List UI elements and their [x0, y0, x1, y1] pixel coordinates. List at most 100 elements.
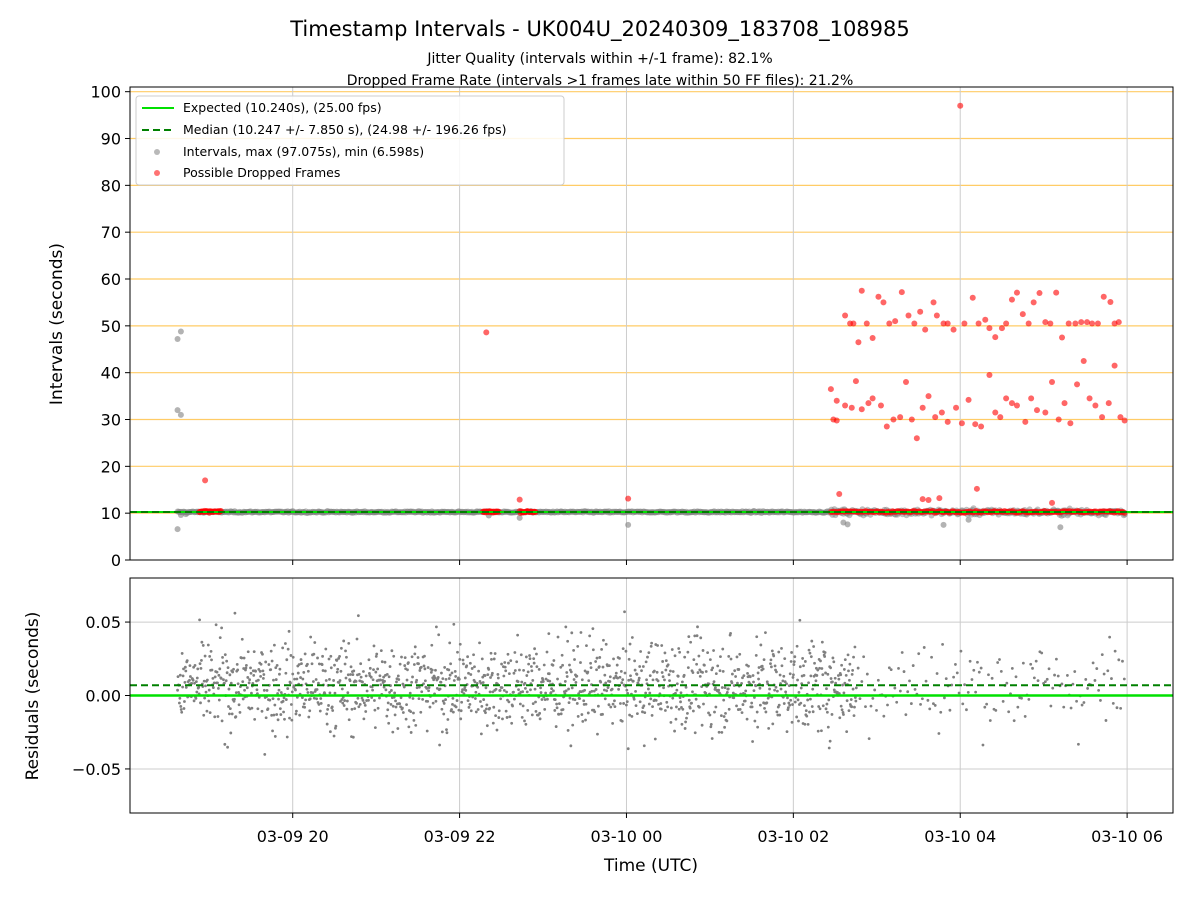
interval-point	[625, 521, 632, 528]
residual-point	[345, 707, 349, 711]
residual-point	[656, 679, 660, 683]
residual-point	[807, 681, 810, 685]
residual-point	[497, 716, 501, 719]
residual-point	[361, 698, 365, 702]
residual-point	[688, 706, 692, 710]
residual-point	[627, 657, 631, 661]
residual-point	[244, 666, 248, 670]
residual-point	[812, 645, 816, 648]
residual-point	[777, 650, 781, 654]
residual-point	[452, 679, 456, 682]
interval-point	[174, 526, 181, 533]
residual-point	[530, 713, 534, 717]
residual-point	[842, 668, 846, 671]
dropped-frame-point	[1022, 418, 1029, 425]
residual-point	[509, 659, 513, 663]
residual-point	[325, 712, 329, 716]
residual-point	[786, 706, 790, 710]
interval-point	[516, 514, 523, 521]
residual-point	[685, 716, 688, 720]
residual-point	[722, 715, 726, 718]
residual-point	[533, 687, 537, 691]
residual-point	[205, 678, 209, 682]
residual-point	[634, 690, 637, 693]
residual-point	[210, 668, 214, 672]
residual-point	[385, 714, 389, 718]
residual-point	[357, 672, 361, 676]
residual-point	[465, 664, 469, 668]
residual-point	[725, 690, 729, 694]
residuals-y-tick-label: −0.05	[72, 760, 121, 779]
residual-point	[642, 704, 646, 708]
residual-point	[416, 656, 420, 659]
residual-point	[282, 710, 285, 714]
residual-point	[724, 711, 727, 715]
residual-point	[191, 678, 195, 682]
residual-point	[1012, 719, 1016, 723]
residual-point	[1108, 635, 1112, 639]
residual-point	[497, 709, 501, 713]
residual-point	[371, 678, 375, 682]
residual-point	[324, 647, 328, 651]
residual-point	[837, 674, 840, 677]
residual-point	[443, 666, 447, 669]
residual-point	[798, 665, 802, 669]
residual-point	[752, 680, 755, 684]
residual-point	[434, 625, 438, 629]
residual-point	[712, 680, 716, 684]
residual-point	[771, 722, 775, 726]
residual-point	[1014, 675, 1018, 679]
residual-point	[222, 678, 225, 682]
residual-point	[730, 681, 734, 685]
residual-point	[582, 699, 586, 703]
residual-point	[403, 664, 407, 667]
residual-point	[390, 689, 393, 692]
residual-point	[639, 650, 643, 653]
dropped-frame-point	[1042, 319, 1049, 326]
residual-point	[807, 648, 811, 652]
residual-point	[466, 655, 469, 659]
residual-point	[456, 650, 459, 654]
residual-point	[666, 663, 670, 667]
residual-point	[751, 674, 755, 677]
residual-point	[440, 707, 444, 711]
legend-dropped-swatch	[154, 170, 160, 176]
residual-point	[686, 666, 690, 670]
residual-point	[314, 678, 318, 681]
residual-point	[360, 696, 364, 700]
dropped-frame-point	[925, 393, 932, 400]
residual-point	[706, 651, 710, 655]
residual-point	[630, 636, 634, 639]
residual-point	[691, 671, 695, 674]
residual-point	[649, 697, 653, 701]
dropped-frame-point	[1099, 414, 1106, 421]
residual-point	[565, 675, 569, 678]
residual-point	[398, 702, 402, 706]
residual-point	[221, 656, 224, 659]
residual-point	[343, 662, 347, 666]
residual-point	[837, 677, 841, 681]
residual-point	[525, 674, 529, 677]
residual-point	[523, 719, 526, 723]
residual-point	[391, 704, 395, 708]
residual-point	[253, 717, 257, 721]
residual-point	[806, 698, 810, 702]
dropped-frame-point	[997, 414, 1004, 421]
residual-point	[388, 665, 392, 668]
residual-point	[593, 710, 597, 714]
residual-point	[461, 658, 465, 662]
residual-point	[633, 659, 637, 663]
residual-point	[546, 697, 549, 701]
residual-point	[213, 715, 217, 719]
residual-point	[627, 678, 631, 682]
residual-point	[673, 729, 676, 733]
residual-point	[646, 655, 649, 659]
residual-point	[539, 691, 543, 694]
residual-point	[269, 668, 273, 672]
intervals-y-tick-label: 100	[90, 83, 121, 102]
residual-point	[177, 701, 181, 705]
residual-point	[713, 710, 716, 714]
residual-point	[696, 671, 700, 674]
residual-point	[588, 634, 592, 638]
residual-point	[419, 710, 423, 714]
